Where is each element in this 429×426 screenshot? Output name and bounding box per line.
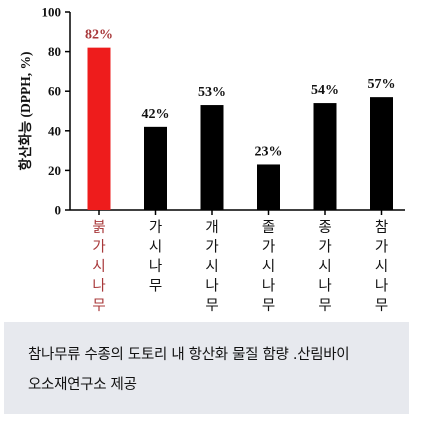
- data-label: 53%: [198, 85, 226, 100]
- y-tick-label: 80: [48, 44, 61, 59]
- x-tick-label-char: 종: [318, 220, 331, 236]
- x-tick-label-char: 개: [205, 219, 218, 236]
- x-tick-label-char: 나: [375, 278, 388, 295]
- x-tick-label-char: 시: [149, 240, 162, 256]
- x-tick-label-char: 시: [375, 259, 388, 275]
- data-label: 82%: [85, 28, 113, 43]
- bar: [370, 97, 393, 210]
- x-tick-label-char: 가: [149, 219, 162, 236]
- x-tick-label-char: 붉: [92, 219, 105, 236]
- y-axis-label: 항산화능 (DPPH, %): [17, 51, 33, 170]
- bar: [144, 126, 167, 210]
- image-caption: 참나무류 수종의 도토리 내 항산화 물질 함량 .산림바이 오소재연구소 제공: [4, 322, 409, 414]
- data-label: 23%: [255, 144, 283, 159]
- x-tick-label-char: 무: [149, 279, 162, 295]
- chart-bars: [87, 47, 393, 210]
- x-tick-label-char: 나: [149, 258, 162, 275]
- x-tick-label-char: 참: [375, 219, 388, 236]
- bar: [87, 47, 111, 210]
- x-tick-label-char: 나: [92, 278, 105, 295]
- x-tick-label-char: 시: [205, 259, 218, 275]
- y-tick-label: 100: [42, 5, 62, 20]
- data-label: 42%: [142, 107, 170, 122]
- data-label: 57%: [368, 77, 396, 92]
- caption-line-2: 오소재연구소 제공: [28, 377, 137, 393]
- x-tick-label-char: 시: [92, 259, 105, 275]
- bar: [200, 105, 224, 210]
- x-tick-label-char: 무: [262, 298, 275, 314]
- y-tick-label: 60: [48, 84, 61, 99]
- chart-labels: 82%붉가시나무42%가시나무53%개가시나무23%졸가시나무54%종가시나무5…: [85, 28, 396, 314]
- x-tick-label-char: 가: [375, 239, 388, 256]
- x-tick-label-char: 시: [318, 259, 331, 275]
- chart-axes: 0 20 40 60 80 100 항산화능 (DPPH, %): [17, 5, 405, 218]
- x-tick-label-char: 나: [205, 278, 218, 295]
- y-tick-label: 20: [48, 163, 61, 178]
- x-tick-label-char: 졸: [262, 220, 275, 236]
- x-tick-label-char: 무: [318, 298, 331, 314]
- x-tick-label-char: 가: [205, 239, 218, 256]
- x-tick-label-char: 가: [92, 239, 105, 256]
- caption-line-1: 참나무류 수종의 도토리 내 항산화 물질 함량 .산림바이: [28, 347, 350, 363]
- x-tick-label-char: 가: [262, 239, 275, 256]
- bar: [313, 103, 337, 210]
- x-tick-label-char: 나: [318, 278, 331, 295]
- x-tick-label-char: 나: [262, 278, 275, 295]
- x-tick-label-char: 무: [205, 298, 218, 314]
- x-tick-label-char: 무: [92, 298, 105, 314]
- y-tick-label: 0: [55, 203, 62, 218]
- x-tick-label-char: 시: [262, 259, 275, 275]
- data-label: 54%: [311, 83, 339, 98]
- y-tick-label: 40: [48, 123, 61, 138]
- x-tick-label-char: 무: [375, 298, 388, 314]
- x-tick-label-char: 가: [318, 239, 331, 256]
- bar: [257, 164, 280, 210]
